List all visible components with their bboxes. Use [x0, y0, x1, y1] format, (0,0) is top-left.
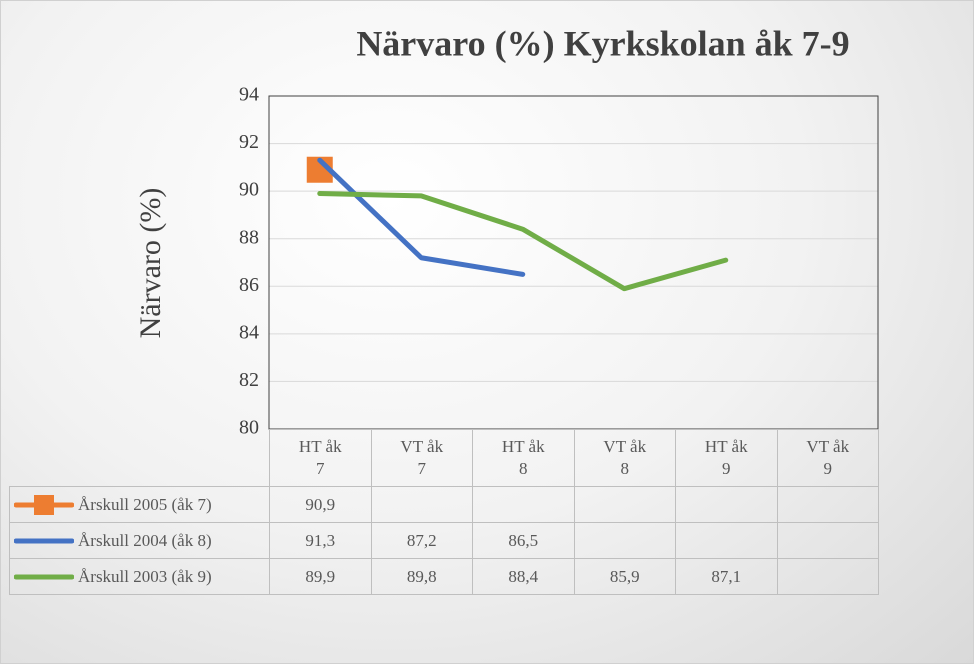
y-tick-label: 92	[239, 131, 259, 153]
x-tick-label: HT åk 7	[269, 429, 372, 487]
table-cell: 89,8	[370, 558, 473, 595]
table-cell: 87,2	[370, 522, 473, 559]
legend-entry: Årskull 2004 (åk 8)	[9, 522, 270, 559]
table-cell	[776, 558, 879, 595]
table-cell: 89,9	[269, 558, 372, 595]
table-cell	[370, 486, 473, 523]
legend-entry: Årskull 2005 (åk 7)	[9, 486, 270, 523]
x-tick-label: VT åk 8	[573, 429, 676, 487]
table-cell: 90,9	[269, 486, 372, 523]
legend-label: Årskull 2004 (åk 8)	[78, 530, 212, 550]
data-line	[317, 191, 729, 292]
x-tick-label: VT åk 9	[776, 429, 879, 487]
y-tick-label: 88	[239, 226, 259, 248]
table-cell	[675, 486, 778, 523]
y-tick-label: 80	[239, 417, 259, 439]
table-cell	[573, 486, 676, 523]
chart-title: Närvaro (%) Kyrkskolan åk 7-9	[356, 23, 849, 63]
table-cell	[776, 486, 879, 523]
legend-icon	[14, 574, 74, 579]
y-tick-label: 94	[239, 84, 259, 106]
table-cell: 91,3	[269, 522, 372, 559]
table-cell: 86,5	[472, 522, 575, 559]
legend-label: Årskull 2005 (åk 7)	[78, 494, 212, 514]
y-axis-label: Närvaro (%)	[134, 188, 167, 339]
x-tick-label: HT åk 9	[675, 429, 778, 487]
table-cell: 88,4	[472, 558, 575, 595]
table-cell	[573, 522, 676, 559]
table-cell: 87,1	[675, 558, 778, 595]
y-tick-label: 90	[239, 179, 259, 201]
table-cell	[472, 486, 575, 523]
plot-border	[268, 95, 879, 430]
x-tick-label: HT åk 8	[472, 429, 575, 487]
table-cell	[675, 522, 778, 559]
legend-label: Årskull 2003 (åk 9)	[78, 566, 212, 586]
legend-entry: Årskull 2003 (åk 9)	[9, 558, 270, 595]
y-tick-label: 84	[239, 321, 259, 343]
legend-icon	[14, 494, 74, 515]
x-tick-label: VT åk 7	[370, 429, 473, 487]
legend-marker	[34, 494, 54, 515]
table-cell: 85,9	[573, 558, 676, 595]
y-tick-label: 82	[239, 369, 259, 391]
table-cell	[776, 522, 879, 559]
y-tick-label: 86	[239, 274, 259, 296]
legend-icon	[14, 538, 74, 543]
